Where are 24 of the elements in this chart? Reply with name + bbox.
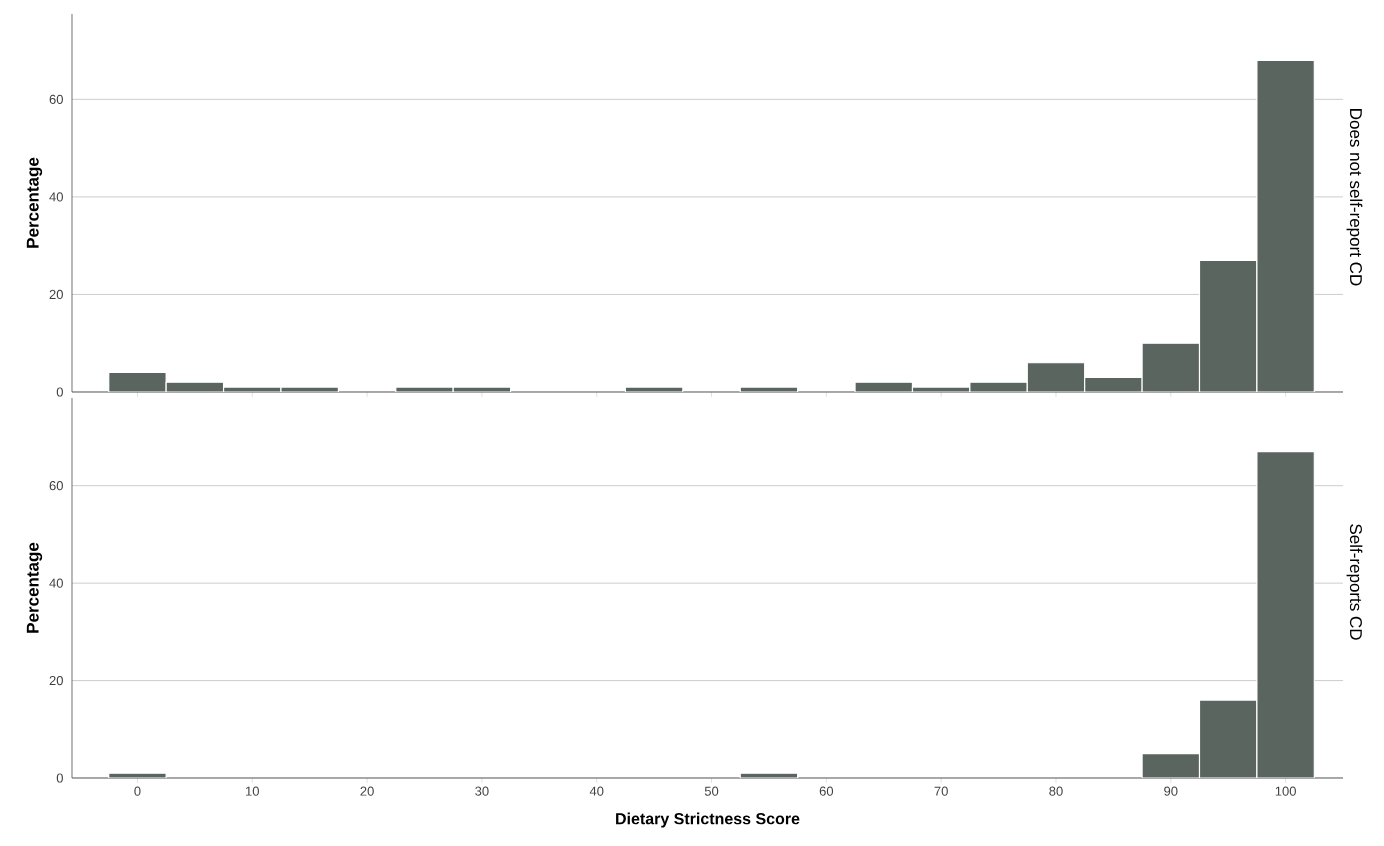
y-tick-label: 20 bbox=[49, 675, 63, 686]
x-tick-label: 30 bbox=[475, 786, 489, 796]
y-tick-label: 40 bbox=[49, 192, 63, 202]
y-tick-label: 60 bbox=[49, 481, 63, 491]
y-tick-label: 60 bbox=[49, 94, 63, 104]
x-tick-label: 70 bbox=[934, 786, 948, 796]
y-tick-label: 20 bbox=[49, 289, 63, 300]
x-tick-label: 40 bbox=[589, 786, 604, 796]
x-tick-label: 50 bbox=[704, 786, 719, 796]
x-tick-label: 0 bbox=[134, 786, 141, 796]
x-tick-label: 80 bbox=[1049, 786, 1063, 796]
x-tick-label: 100 bbox=[1275, 786, 1296, 796]
y-axis-title: Percentage bbox=[26, 542, 43, 633]
x-tick-label: 10 bbox=[246, 786, 259, 796]
y-tick-label: 0 bbox=[56, 387, 63, 397]
x-tick-label: 60 bbox=[819, 786, 834, 796]
x-tick-label: 20 bbox=[360, 786, 374, 796]
x-tick-label: 90 bbox=[1164, 786, 1178, 796]
text: Self-reports CD bbox=[1346, 524, 1363, 640]
y-tick-label: 0 bbox=[56, 773, 63, 783]
y-axis-title: Percentage bbox=[26, 157, 43, 248]
x-axis-title: Dietary Strictness Score bbox=[616, 812, 800, 828]
y-tick-label: 40 bbox=[49, 578, 63, 588]
text: Does not self-report CD bbox=[1346, 109, 1363, 286]
